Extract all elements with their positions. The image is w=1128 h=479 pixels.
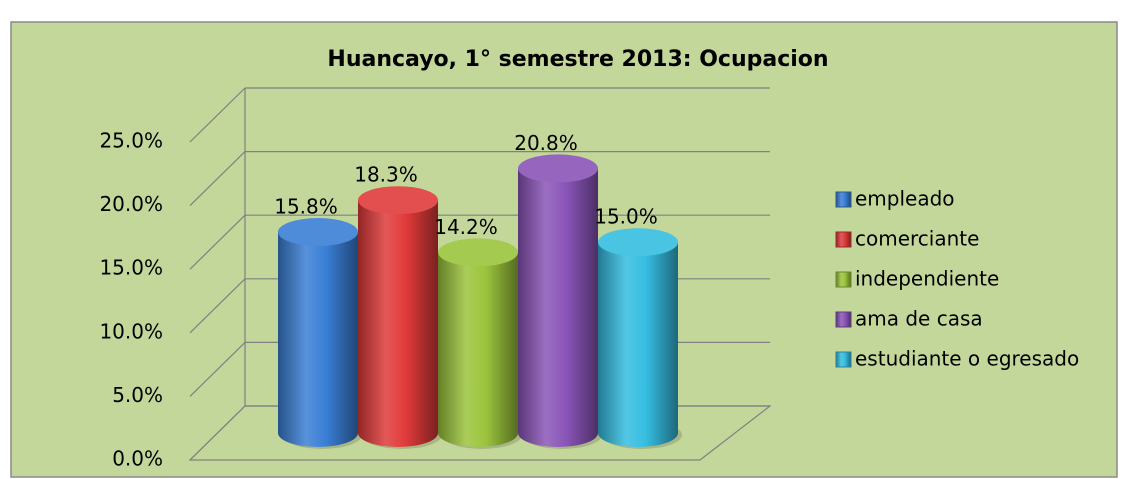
- legend-swatch: [835, 311, 852, 328]
- legend-label: comerciante: [855, 227, 979, 251]
- bar: [598, 242, 678, 433]
- legend-label: estudiante o egresado: [855, 347, 1079, 371]
- bar: [438, 252, 518, 433]
- legend-label: independiente: [855, 267, 999, 291]
- grid-line: [189, 405, 246, 461]
- grid-line: [189, 214, 246, 270]
- legend-swatch: [835, 271, 852, 288]
- y-tick-label: 10.0%: [99, 319, 163, 343]
- data-label: 14.2%: [434, 215, 498, 239]
- legend-swatch: [835, 351, 852, 368]
- legend-swatch: [835, 191, 852, 208]
- legend-swatch: [835, 231, 852, 248]
- bar-top: [358, 186, 438, 215]
- grid-line: [189, 278, 246, 334]
- bar: [278, 232, 358, 433]
- bar-top: [598, 228, 678, 257]
- chart-title: Huancayo, 1° semestre 2013: Ocupacion: [327, 47, 828, 72]
- data-label: 18.3%: [354, 163, 418, 187]
- data-label: 20.8%: [514, 131, 578, 155]
- legend-label: empleado: [855, 187, 955, 211]
- y-tick-label: 20.0%: [99, 192, 163, 216]
- bar-top: [278, 218, 358, 247]
- y-tick-label: 5.0%: [112, 383, 163, 407]
- y-tick-label: 0.0%: [112, 447, 163, 471]
- data-label: 15.8%: [274, 195, 338, 219]
- grid-line: [189, 151, 246, 207]
- bar-top: [438, 238, 518, 267]
- grid-line: [189, 87, 246, 143]
- y-tick-label: 15.0%: [99, 256, 163, 280]
- grid-line: [189, 341, 246, 397]
- data-label: 15.0%: [594, 205, 658, 229]
- y-tick-label: 25.0%: [99, 129, 163, 153]
- bar: [518, 168, 598, 433]
- bar-top: [518, 154, 598, 183]
- legend-label: ama de casa: [855, 307, 983, 331]
- bar: [358, 200, 438, 433]
